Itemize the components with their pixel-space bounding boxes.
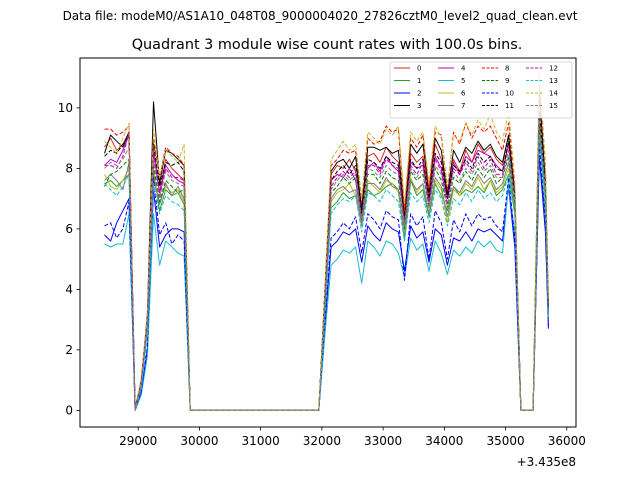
y-axis: 0 2 4 6 8 10 — [58, 101, 80, 417]
y-tick-label: 10 — [58, 101, 73, 115]
y-tick-label: 2 — [65, 343, 73, 357]
legend-label-12: 12 — [549, 65, 558, 73]
series-line-13 — [104, 134, 549, 411]
legend-label-5: 5 — [461, 77, 465, 85]
legend-label-8: 8 — [505, 65, 509, 73]
y-tick-label: 0 — [65, 403, 73, 417]
x-offset-text: +3.435e8 — [517, 455, 576, 469]
legend-label-3: 3 — [417, 102, 421, 110]
legend-frame — [389, 61, 573, 119]
chart-suptitle: Data file: modeM0/AS1A10_048T08_90000040… — [63, 9, 578, 23]
series-line-15 — [104, 119, 549, 411]
series-line-8 — [104, 80, 549, 411]
y-tick-label: 8 — [65, 161, 73, 175]
legend-label-11: 11 — [505, 102, 514, 110]
chart-title: Quadrant 3 module wise count rates with … — [132, 37, 523, 53]
x-tick-label: 30000 — [180, 434, 218, 448]
legend-label-7: 7 — [461, 102, 465, 110]
x-axis: 29000 30000 31000 32000 33000 34000 35000 36000 — [119, 427, 586, 448]
series-line-14 — [104, 71, 549, 411]
x-tick-label: 36000 — [548, 434, 586, 448]
x-tick-label: 33000 — [364, 434, 402, 448]
x-tick-label: 29000 — [119, 434, 157, 448]
legend-label-10: 10 — [505, 90, 514, 98]
series-line-10 — [104, 143, 549, 411]
y-tick-label: 6 — [65, 222, 73, 236]
y-tick-label: 4 — [65, 282, 73, 296]
x-tick-label: 32000 — [303, 434, 341, 448]
series-line-5 — [104, 137, 549, 411]
legend-label-15: 15 — [549, 102, 558, 110]
legend-label-13: 13 — [549, 77, 558, 85]
legend-label-9: 9 — [505, 77, 509, 85]
legend-label-4: 4 — [461, 65, 466, 73]
series-layer — [104, 71, 549, 411]
plot-frame — [79, 57, 577, 428]
legend-label-2: 2 — [417, 90, 421, 98]
x-tick-label: 31000 — [242, 434, 280, 448]
legend-label-14: 14 — [549, 90, 558, 98]
x-tick-label: 35000 — [486, 434, 524, 448]
legend-label-6: 6 — [461, 90, 466, 98]
legend-label-1: 1 — [417, 77, 421, 85]
x-tick-label: 34000 — [425, 434, 463, 448]
legend-label-0: 0 — [417, 65, 421, 73]
